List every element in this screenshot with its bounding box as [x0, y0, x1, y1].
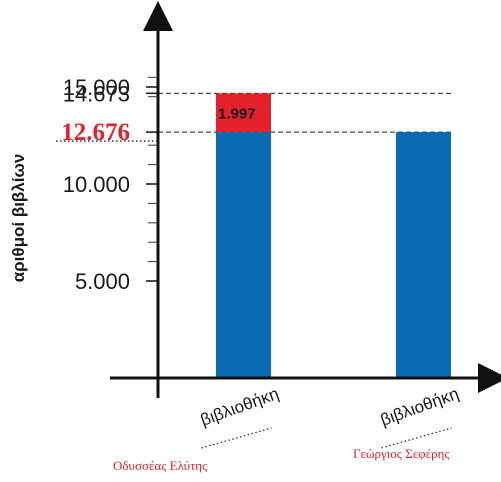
bars: [216, 93, 451, 378]
category-label-2: βιβλιοθήκη: [378, 384, 461, 430]
axes: [110, 1, 501, 398]
y-tick-label: 14.673: [63, 81, 130, 106]
category-underline: [381, 427, 452, 449]
bar-segment-1-2: [216, 93, 271, 133]
y-ticks: [146, 76, 158, 282]
category-sublabel-1: Οδυσσέας Ελύτης: [113, 458, 208, 473]
y-tick-label: 10.000: [63, 172, 130, 197]
y-tick-label: 5.000: [75, 269, 130, 294]
y-tick-label: 15.000: [63, 75, 130, 100]
bar-segment-1-1: [216, 132, 271, 378]
category-label-1: βιβλιοθήκη: [198, 384, 281, 430]
y-axis-title: αριθμοί βιβλίων: [9, 154, 28, 283]
y-tick-label: 12.676: [61, 119, 130, 146]
category-underline: [201, 427, 272, 449]
bar-value-label: 1.997: [218, 106, 256, 123]
bar-segment-2-1: [396, 132, 451, 378]
category-sublabel-2: Γεώργιος Σεφέρης: [353, 446, 450, 461]
